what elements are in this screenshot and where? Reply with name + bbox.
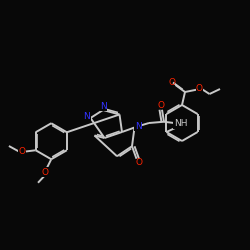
Text: N: N: [84, 112, 90, 121]
Text: O: O: [196, 84, 203, 93]
Text: O: O: [157, 102, 164, 110]
Text: O: O: [42, 168, 48, 177]
Text: N: N: [100, 102, 107, 111]
Text: O: O: [168, 78, 175, 87]
Text: O: O: [19, 147, 26, 156]
Text: N: N: [134, 122, 141, 131]
Text: NH: NH: [174, 119, 187, 128]
Text: O: O: [136, 158, 143, 167]
